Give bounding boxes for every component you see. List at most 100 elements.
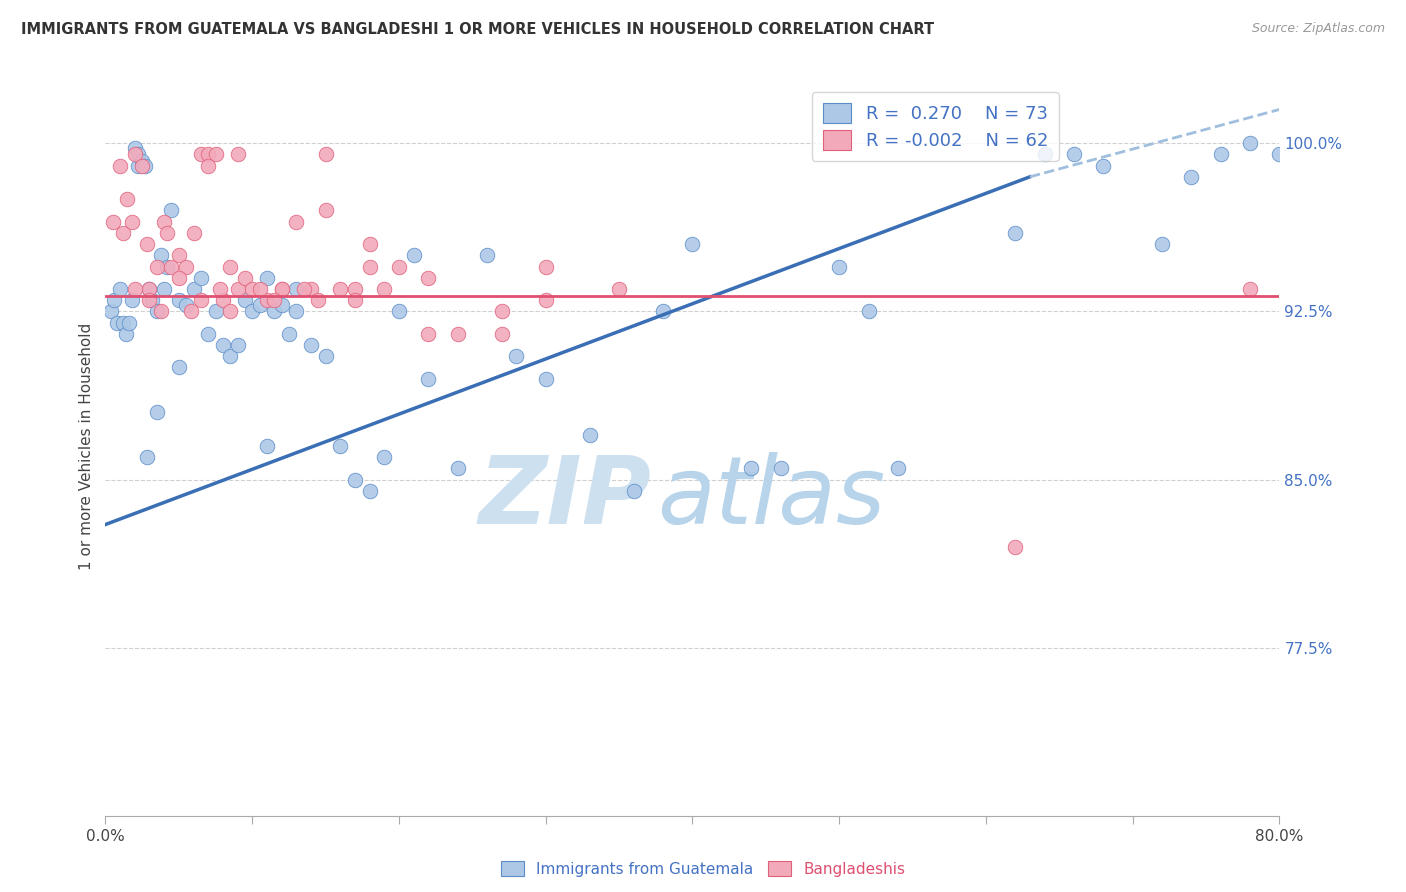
- Point: [124, 282, 146, 296]
- Point: [219, 349, 242, 363]
- Point: [127, 147, 149, 161]
- Point: [100, 304, 122, 318]
- Point: [156, 260, 179, 274]
- Point: [277, 326, 299, 341]
- Point: [131, 159, 153, 173]
- Point: [578, 427, 600, 442]
- Text: IMMIGRANTS FROM GUATEMALA VS BANGLADESHI 1 OR MORE VEHICLES IN HOUSEHOLD CORRELA: IMMIGRANTS FROM GUATEMALA VS BANGLADESHI…: [21, 22, 934, 37]
- Point: [146, 304, 169, 318]
- Point: [219, 304, 242, 318]
- Point: [233, 293, 256, 308]
- Point: [204, 304, 226, 318]
- Point: [1063, 147, 1085, 161]
- Point: [1239, 136, 1261, 150]
- Point: [285, 304, 308, 318]
- Point: [447, 461, 470, 475]
- Point: [447, 326, 470, 341]
- Point: [343, 293, 366, 308]
- Point: [112, 226, 135, 240]
- Point: [270, 282, 292, 296]
- Point: [607, 282, 630, 296]
- Point: [1004, 226, 1026, 240]
- Point: [167, 360, 190, 375]
- Point: [256, 293, 278, 308]
- Point: [388, 260, 411, 274]
- Point: [505, 349, 527, 363]
- Point: [263, 304, 285, 318]
- Point: [418, 270, 440, 285]
- Point: [138, 293, 160, 308]
- Point: [491, 304, 513, 318]
- Point: [115, 326, 138, 341]
- Point: [343, 473, 366, 487]
- Point: [141, 293, 163, 308]
- Point: [240, 304, 263, 318]
- Point: [270, 282, 292, 296]
- Point: [249, 282, 271, 296]
- Point: [138, 282, 160, 296]
- Point: [108, 159, 131, 173]
- Point: [418, 372, 440, 386]
- Point: [1092, 159, 1115, 173]
- Point: [174, 260, 197, 274]
- Point: [299, 282, 322, 296]
- Point: [226, 282, 249, 296]
- Point: [160, 260, 183, 274]
- Point: [402, 248, 425, 262]
- Text: Source: ZipAtlas.com: Source: ZipAtlas.com: [1251, 22, 1385, 36]
- Point: [156, 226, 179, 240]
- Point: [183, 226, 205, 240]
- Point: [127, 159, 149, 173]
- Point: [285, 214, 308, 228]
- Point: [150, 248, 173, 262]
- Point: [256, 270, 278, 285]
- Point: [134, 159, 156, 173]
- Point: [249, 298, 271, 312]
- Point: [373, 450, 395, 465]
- Point: [112, 316, 135, 330]
- Point: [150, 304, 173, 318]
- Point: [373, 282, 395, 296]
- Point: [124, 140, 146, 154]
- Point: [233, 270, 256, 285]
- Point: [138, 282, 160, 296]
- Point: [219, 260, 242, 274]
- Point: [682, 237, 704, 252]
- Point: [131, 154, 153, 169]
- Point: [491, 326, 513, 341]
- Point: [190, 293, 212, 308]
- Point: [329, 282, 352, 296]
- Point: [652, 304, 675, 318]
- Point: [1239, 282, 1261, 296]
- Point: [1152, 237, 1174, 252]
- Point: [197, 159, 219, 173]
- Point: [211, 293, 233, 308]
- Point: [315, 147, 337, 161]
- Point: [418, 326, 440, 341]
- Point: [197, 326, 219, 341]
- Point: [226, 147, 249, 161]
- Point: [146, 260, 169, 274]
- Point: [623, 483, 645, 498]
- Point: [211, 338, 233, 352]
- Point: [740, 461, 762, 475]
- Point: [153, 214, 176, 228]
- Point: [359, 483, 381, 498]
- Legend: Immigrants from Guatemala, Bangladeshis: Immigrants from Guatemala, Bangladeshis: [494, 853, 912, 884]
- Text: atlas: atlas: [657, 452, 886, 543]
- Point: [263, 293, 285, 308]
- Point: [534, 293, 557, 308]
- Point: [105, 316, 128, 330]
- Point: [121, 293, 143, 308]
- Point: [475, 248, 498, 262]
- Point: [315, 203, 337, 218]
- Point: [307, 293, 329, 308]
- Point: [1033, 147, 1056, 161]
- Point: [197, 147, 219, 161]
- Point: [534, 260, 557, 274]
- Point: [135, 237, 157, 252]
- Point: [226, 338, 249, 352]
- Point: [329, 439, 352, 453]
- Point: [190, 270, 212, 285]
- Point: [167, 293, 190, 308]
